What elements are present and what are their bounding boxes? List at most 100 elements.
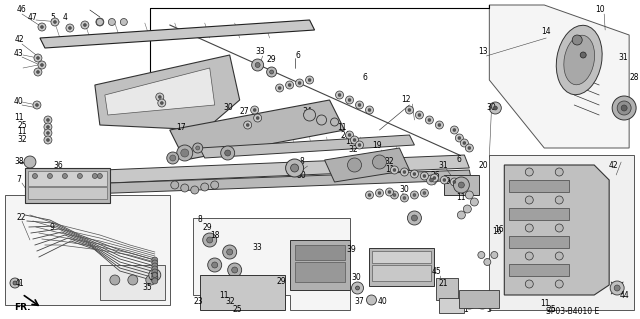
Circle shape	[365, 191, 374, 199]
Bar	[372, 251, 431, 263]
Circle shape	[40, 63, 44, 66]
Polygon shape	[40, 20, 315, 48]
Circle shape	[453, 181, 456, 183]
Text: 30: 30	[351, 273, 362, 283]
Circle shape	[156, 93, 164, 101]
Text: 32: 32	[385, 158, 394, 167]
Text: 34: 34	[303, 108, 312, 116]
Circle shape	[451, 178, 458, 186]
Text: 29: 29	[267, 55, 276, 63]
Circle shape	[24, 156, 36, 168]
Circle shape	[556, 224, 563, 232]
Circle shape	[34, 68, 42, 76]
Polygon shape	[504, 165, 609, 295]
Circle shape	[438, 123, 441, 127]
Circle shape	[193, 143, 203, 153]
Circle shape	[491, 251, 498, 258]
Polygon shape	[490, 5, 629, 148]
Circle shape	[525, 280, 533, 288]
Circle shape	[355, 101, 364, 109]
Circle shape	[556, 168, 563, 176]
Text: 30: 30	[224, 103, 234, 113]
Circle shape	[458, 137, 461, 139]
Circle shape	[463, 205, 471, 213]
Circle shape	[317, 115, 326, 125]
Text: 22: 22	[16, 213, 26, 222]
Bar	[25, 168, 110, 203]
Circle shape	[355, 286, 360, 290]
Circle shape	[158, 95, 161, 99]
Circle shape	[348, 158, 362, 172]
Circle shape	[433, 176, 436, 180]
Text: 47: 47	[28, 12, 38, 21]
Polygon shape	[444, 175, 479, 195]
Circle shape	[221, 146, 235, 160]
Bar	[290, 240, 349, 290]
Text: 40: 40	[14, 98, 24, 107]
Text: 44: 44	[620, 291, 629, 300]
Circle shape	[443, 179, 446, 182]
Text: 43: 43	[14, 48, 24, 57]
Text: 11: 11	[14, 114, 24, 122]
Circle shape	[66, 24, 74, 32]
Circle shape	[51, 18, 59, 26]
Text: 40: 40	[378, 298, 387, 307]
Circle shape	[401, 194, 408, 202]
Ellipse shape	[564, 35, 595, 85]
Text: 37: 37	[355, 298, 364, 307]
Circle shape	[423, 174, 426, 177]
Text: 9: 9	[49, 224, 54, 233]
Bar	[369, 248, 435, 286]
Text: 33: 33	[256, 48, 266, 56]
Text: 13: 13	[479, 48, 488, 56]
Circle shape	[353, 138, 356, 142]
Text: 23: 23	[194, 298, 204, 307]
Circle shape	[170, 155, 176, 161]
Circle shape	[465, 191, 474, 199]
Text: 30: 30	[486, 103, 496, 113]
Circle shape	[223, 245, 237, 259]
Text: 28: 28	[629, 73, 639, 83]
Circle shape	[33, 101, 41, 109]
Circle shape	[412, 215, 417, 221]
Text: 7: 7	[17, 175, 21, 184]
Circle shape	[285, 159, 303, 177]
Circle shape	[44, 123, 52, 131]
Circle shape	[47, 131, 49, 135]
Text: 18: 18	[210, 232, 220, 241]
Circle shape	[207, 237, 212, 243]
Circle shape	[378, 191, 381, 195]
Text: 25: 25	[547, 306, 556, 315]
Text: 15: 15	[393, 268, 403, 277]
Circle shape	[152, 263, 158, 269]
Circle shape	[158, 99, 166, 107]
Circle shape	[556, 196, 563, 204]
Circle shape	[358, 144, 361, 146]
Circle shape	[267, 67, 276, 77]
Circle shape	[410, 191, 419, 199]
Text: 31: 31	[438, 160, 448, 169]
Circle shape	[367, 295, 376, 305]
Polygon shape	[5, 195, 170, 305]
Circle shape	[476, 295, 490, 309]
Text: 45: 45	[431, 268, 441, 277]
Circle shape	[525, 168, 533, 176]
Text: 26: 26	[160, 93, 170, 102]
Circle shape	[152, 260, 158, 266]
Text: 46: 46	[17, 5, 27, 14]
Circle shape	[305, 76, 314, 84]
Text: 11: 11	[541, 299, 550, 308]
Circle shape	[435, 121, 444, 129]
Polygon shape	[170, 100, 344, 160]
Bar	[509, 264, 569, 276]
Text: 5: 5	[51, 12, 56, 21]
Text: 32: 32	[226, 298, 236, 307]
Text: 27: 27	[240, 108, 250, 116]
Text: SP03-B4010 E: SP03-B4010 E	[545, 307, 599, 315]
Polygon shape	[105, 68, 214, 115]
Text: 11: 11	[345, 137, 355, 146]
Circle shape	[451, 126, 458, 134]
Circle shape	[291, 164, 299, 172]
Circle shape	[372, 155, 387, 169]
Circle shape	[38, 23, 46, 31]
